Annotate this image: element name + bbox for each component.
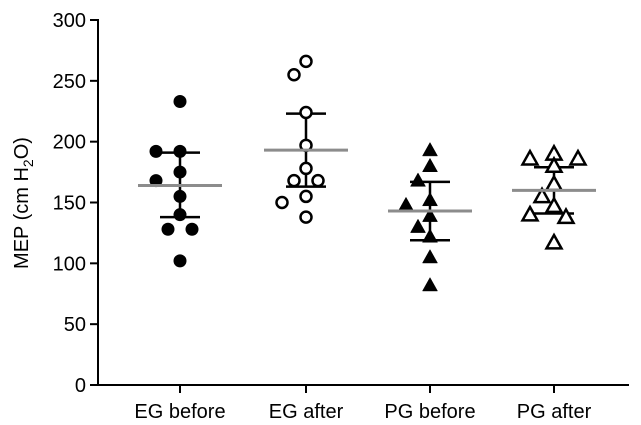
data-point [173, 208, 187, 222]
data-point [149, 144, 163, 158]
data-point [275, 195, 289, 210]
data-point [299, 161, 313, 176]
x-tick-label: PG after [517, 401, 592, 423]
y-axis: 0 50 100 150 200 250 300 [53, 10, 99, 397]
data-point [544, 155, 564, 173]
data-point [520, 204, 540, 222]
group-2 [264, 54, 348, 224]
data-point [311, 173, 325, 188]
data-point [410, 218, 426, 233]
data-point [299, 54, 313, 69]
y-tick-label: 250 [53, 71, 86, 93]
data-point [410, 172, 426, 187]
data-point [422, 142, 438, 157]
group-3 [388, 142, 472, 292]
y-tick-label: 200 [53, 132, 86, 154]
data-point [544, 174, 564, 192]
data-point [422, 207, 438, 222]
x-tick-label: PG before [384, 401, 475, 423]
data-point [568, 148, 588, 166]
group-1 [138, 95, 222, 268]
y-axis-label-suffix: O) [11, 137, 33, 159]
y-axis-label-subscript: 2 [20, 159, 36, 167]
data-point [287, 68, 301, 82]
data-point [398, 196, 414, 211]
data-point [532, 186, 552, 204]
data-point [299, 210, 313, 224]
x-axis: EG before EG after PG before PG after [97, 384, 629, 423]
y-axis-label: MEP (cm H2O) [11, 137, 36, 269]
y-tick-label: 300 [53, 10, 86, 32]
x-tick-label: EG before [134, 401, 225, 423]
data-point [149, 174, 163, 188]
data-point [544, 232, 564, 250]
data-point [173, 95, 187, 109]
data-point [422, 157, 438, 172]
data-point [287, 173, 301, 188]
data-groups [138, 54, 596, 292]
data-point [299, 189, 313, 204]
data-point [161, 222, 175, 236]
data-point [185, 222, 199, 236]
data-point [173, 189, 187, 203]
x-tick-label: EG after [269, 401, 344, 423]
data-point [173, 254, 187, 268]
data-point [422, 249, 438, 264]
y-tick-label: 100 [53, 253, 86, 275]
data-point [173, 144, 187, 158]
data-point [422, 191, 438, 207]
data-point [556, 206, 576, 225]
data-point [520, 148, 540, 166]
group-4 [512, 143, 596, 250]
data-point [173, 165, 187, 179]
data-point [422, 228, 438, 243]
y-tick-label: 150 [53, 193, 86, 215]
y-axis-label-prefix: MEP (cm H [11, 167, 33, 269]
data-point [544, 195, 564, 214]
data-point [299, 105, 313, 120]
y-tick-label: 50 [64, 314, 86, 336]
data-point [422, 277, 438, 292]
y-tick-label: 0 [75, 375, 86, 397]
